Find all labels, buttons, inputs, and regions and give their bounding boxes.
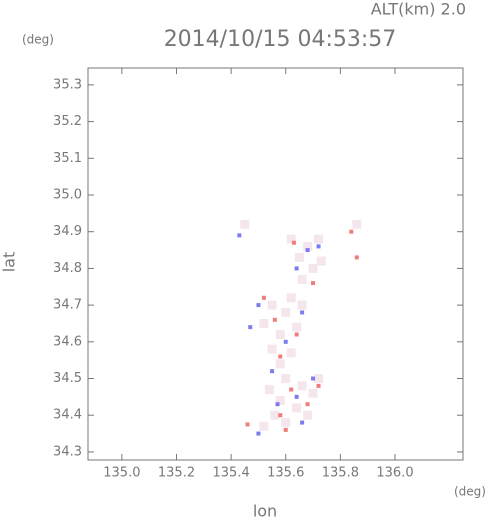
radar-cell: [264, 385, 274, 395]
x-tick-label: 135.0: [103, 466, 140, 481]
x-unit: (deg): [454, 485, 486, 499]
radar-cell: [294, 394, 299, 399]
radar-cell: [267, 300, 277, 310]
radar-cell: [261, 295, 266, 300]
y-axis-label: lat: [0, 252, 19, 273]
radar-cell: [248, 325, 253, 330]
radar-cell: [267, 344, 277, 354]
radar-cell: [245, 422, 250, 427]
x-tick-label: 135.8: [322, 466, 359, 481]
radar-cell: [297, 300, 307, 310]
y-tick-label: 35.0: [53, 187, 82, 202]
radar-cell: [286, 293, 296, 303]
radar-cell: [303, 241, 313, 251]
radar-cell: [292, 403, 302, 413]
radar-cell: [314, 374, 324, 384]
y-tick-label: 34.3: [53, 444, 82, 459]
subtitle: ALT(km) 2.0: [371, 0, 466, 19]
radar-cell: [300, 420, 305, 425]
x-tick-label: 135.6: [267, 466, 304, 481]
radar-cell: [270, 410, 280, 420]
x-tick-label: 135.4: [213, 466, 250, 481]
radar-cell: [294, 332, 299, 337]
radar-cell: [281, 374, 291, 384]
radar-cell: [316, 244, 321, 249]
radar-cell: [314, 234, 324, 244]
y-tick-label: 34.8: [53, 261, 82, 276]
radar-cell: [294, 252, 304, 262]
y-unit: (deg): [22, 33, 54, 47]
radar-cell: [237, 233, 242, 238]
radar-cell: [256, 303, 261, 308]
radar-cell: [289, 387, 294, 392]
radar-cell: [308, 263, 318, 273]
radar-cell: [275, 359, 285, 369]
radar-cell: [270, 369, 275, 374]
y-tick-label: 34.9: [53, 224, 82, 239]
y-tick-label: 35.2: [53, 114, 82, 129]
radar-cell: [316, 383, 321, 388]
radar-cell: [286, 234, 296, 244]
radar-cell: [311, 281, 316, 286]
radar-cell: [308, 388, 318, 398]
radar-cell: [305, 248, 310, 253]
radar-cell: [275, 329, 285, 339]
radar-cell: [352, 219, 362, 229]
radar-cell: [297, 381, 307, 391]
radar-cell: [316, 256, 326, 266]
radar-cell: [349, 229, 354, 234]
radar-cell: [275, 396, 285, 406]
radar-cell: [275, 402, 280, 407]
radar-cell: [291, 240, 296, 245]
radar-cell: [297, 274, 307, 284]
y-tick-label: 35.1: [53, 151, 82, 166]
y-tick-label: 34.5: [53, 371, 82, 386]
radar-cell: [259, 318, 269, 328]
y-tick-label: 35.3: [53, 77, 82, 92]
radar-cell: [256, 431, 261, 436]
radar-cell: [278, 413, 283, 418]
radar-cell: [259, 421, 269, 431]
radar-cell: [303, 410, 313, 420]
radar-cell: [281, 307, 291, 317]
plot-frame: [87, 67, 464, 461]
radar-cell: [283, 427, 288, 432]
x-axis-label: lon: [253, 502, 277, 521]
radar-cell: [281, 418, 291, 428]
y-tick-label: 34.4: [53, 408, 82, 423]
radar-cell: [294, 266, 299, 271]
radar-cell: [311, 376, 316, 381]
radar-cell: [286, 348, 296, 358]
x-tick-label: 135.2: [158, 466, 195, 481]
radar-cell: [272, 317, 277, 322]
radar-cell: [283, 339, 288, 344]
radar-cell: [305, 402, 310, 407]
y-tick-label: 34.6: [53, 334, 82, 349]
x-tick-label: 136.0: [376, 466, 413, 481]
radar-cell: [240, 219, 250, 229]
radar-cell: [300, 310, 305, 315]
radar-cell: [292, 322, 302, 332]
y-tick-label: 34.7: [53, 298, 82, 313]
chart-title: 2014/10/15 04:53:57: [164, 27, 397, 52]
radar-cell: [354, 255, 359, 260]
radar-cell: [278, 354, 283, 359]
